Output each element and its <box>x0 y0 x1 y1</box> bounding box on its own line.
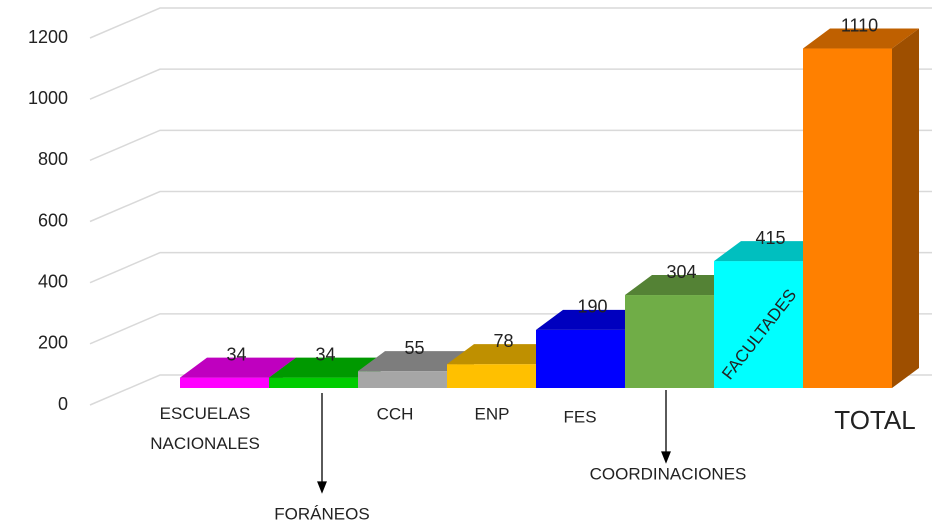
label-line: NACIONALES <box>150 434 260 453</box>
arrow-head <box>661 451 671 464</box>
bar-side <box>892 28 919 389</box>
y-tick-label: 1000 <box>28 88 68 108</box>
bar <box>447 364 536 388</box>
y-tick-label: 800 <box>38 149 68 169</box>
x-tick-label: FES <box>563 407 596 426</box>
bar <box>803 48 892 389</box>
bar-top <box>714 241 830 262</box>
grid-line <box>89 129 932 162</box>
y-tick-label: 200 <box>38 333 68 353</box>
plot: 0 200 400 600 800 1000 1200 34 ESCUELAS NACIONALE… <box>28 7 932 523</box>
value-label: 34 <box>226 344 246 364</box>
y-tick-label: 400 <box>38 271 68 291</box>
grid-line <box>89 251 932 284</box>
bar-top <box>803 28 919 49</box>
x-tick-label: FORÁNEOS <box>274 504 369 523</box>
arrows <box>317 390 671 494</box>
value-label: 304 <box>666 262 696 282</box>
bar-top <box>269 357 385 378</box>
value-label: 78 <box>493 331 513 351</box>
value-label: 1110 <box>841 15 878 35</box>
bar-top <box>358 351 474 372</box>
bar <box>625 295 714 388</box>
y-tick-label: 600 <box>38 210 68 230</box>
y-tick-label: 1200 <box>28 27 68 47</box>
grid-line <box>89 190 932 223</box>
bar-top <box>536 309 652 330</box>
bar <box>180 377 269 388</box>
value-label: 55 <box>404 338 424 358</box>
bar <box>358 371 447 388</box>
x-tick-label: TOTAL <box>834 405 915 435</box>
bar <box>536 329 625 388</box>
value-label: 34 <box>315 344 335 364</box>
x-tick-label: CCH <box>377 404 414 423</box>
label-line: ESCUELAS <box>160 404 251 423</box>
x-tick-label: COORDINACIONES <box>590 464 747 483</box>
bar-top <box>180 357 296 378</box>
bar-top <box>625 275 741 296</box>
bar-top <box>447 344 563 365</box>
y-tick-label: 0 <box>58 394 68 414</box>
bar <box>714 261 803 388</box>
value-label: 190 <box>577 297 607 317</box>
arrow-head <box>317 481 327 494</box>
x-tick-label: ESCUELAS NACIONALES <box>150 404 260 453</box>
bar <box>269 377 358 388</box>
x-tick-label: ENP <box>475 404 510 423</box>
value-label: 415 <box>755 228 785 248</box>
grid-line <box>89 68 932 100</box>
grid-line <box>89 7 932 39</box>
